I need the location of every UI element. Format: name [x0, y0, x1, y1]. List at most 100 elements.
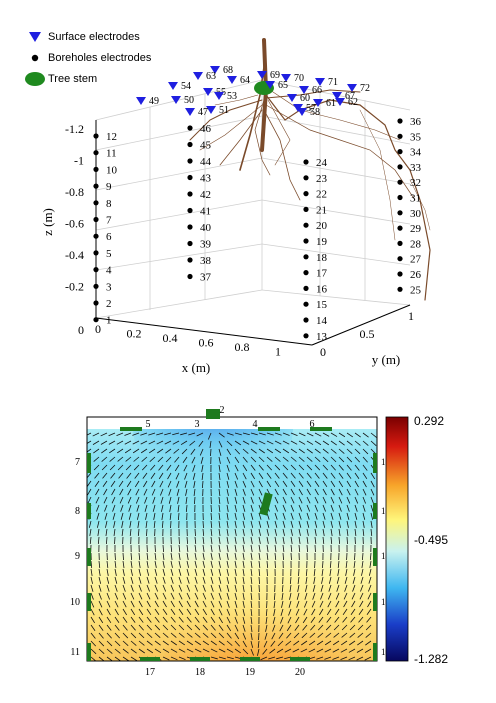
field-vector — [122, 552, 124, 561]
field-vector — [278, 632, 284, 639]
field-vector — [306, 520, 310, 528]
field-vector — [314, 448, 321, 454]
borehole-electrode — [303, 159, 309, 165]
borehole-electrode — [93, 283, 99, 289]
field-vector — [296, 600, 300, 608]
field-vector — [346, 456, 353, 463]
field-vector — [156, 432, 164, 436]
field-vector — [334, 608, 340, 616]
borehole-label: 34 — [410, 147, 422, 159]
field-vector — [293, 640, 300, 646]
borehole-electrode — [93, 216, 99, 223]
field-vector — [353, 568, 356, 576]
field-vector — [226, 496, 229, 504]
field-vector — [370, 512, 374, 520]
field-vector — [194, 576, 198, 584]
field-vector — [157, 448, 164, 454]
field-vector — [370, 480, 375, 488]
field-vector — [301, 640, 308, 646]
field-vector — [106, 608, 111, 616]
field-vector — [98, 568, 101, 576]
field-vector — [346, 472, 352, 479]
surface-label: 51 — [219, 105, 229, 116]
field-vector — [161, 520, 164, 529]
field-vector — [258, 528, 261, 536]
field-vector — [154, 616, 160, 623]
field-vector — [334, 616, 340, 623]
field-vector — [333, 632, 340, 638]
field-vector — [161, 504, 164, 512]
field-vector — [282, 528, 285, 536]
z-tick-label: -0.4 — [65, 248, 84, 262]
field-vector — [122, 576, 126, 584]
field-vector — [330, 432, 338, 437]
field-vector — [250, 528, 253, 536]
field-vector — [140, 432, 148, 436]
field-vector — [194, 608, 200, 616]
field-vector — [314, 512, 318, 520]
field-vector — [338, 456, 345, 463]
field-vector — [90, 592, 94, 600]
field-vector — [194, 568, 198, 576]
field-vector — [138, 616, 144, 623]
field-vector — [108, 440, 116, 445]
field-vector — [322, 480, 328, 488]
field-vector — [178, 544, 181, 552]
field-vector — [234, 568, 237, 576]
field-vector — [190, 448, 196, 455]
field-vector — [289, 592, 292, 600]
field-vector — [114, 616, 120, 623]
field-vector — [362, 528, 365, 536]
field-vector — [218, 472, 221, 480]
borehole-electrode — [93, 133, 99, 139]
field-vector — [218, 480, 221, 488]
field-vector — [348, 648, 356, 653]
field-vector — [322, 472, 328, 479]
field-vector — [133, 456, 140, 462]
borehole-label: 25 — [410, 284, 422, 296]
field-vector — [234, 496, 238, 504]
field-vector — [102, 472, 108, 479]
field-vector — [106, 560, 109, 568]
field-vector — [105, 528, 108, 536]
field-vector — [210, 648, 218, 653]
field-vector — [362, 552, 364, 561]
field-vector — [288, 608, 292, 616]
borehole-label: 36 — [410, 116, 422, 128]
surface-electrode — [313, 99, 323, 107]
field-vector — [354, 440, 361, 446]
field-vector — [210, 576, 214, 584]
field-vector — [266, 520, 270, 528]
surface-electrode — [257, 71, 267, 79]
field-vector — [303, 608, 308, 616]
field-vector — [162, 640, 169, 646]
field-vector — [146, 632, 153, 639]
field-vector — [132, 432, 140, 436]
field-vector — [274, 536, 277, 544]
field-vector — [162, 632, 169, 638]
field-vector — [354, 456, 361, 463]
field-vector — [298, 528, 301, 536]
field-vector — [146, 624, 153, 631]
borehole-label: 28 — [410, 238, 422, 250]
field-vector — [145, 512, 148, 520]
field-vector — [226, 656, 234, 660]
field-vector — [178, 584, 183, 592]
field-vector — [194, 632, 201, 638]
field-vector — [274, 432, 282, 436]
field-vector — [322, 504, 326, 512]
borehole-label: 20 — [316, 220, 328, 232]
field-vector — [226, 608, 231, 616]
borehole-electrode — [303, 301, 309, 307]
borehole-electrode — [187, 207, 193, 214]
borehole-electrode — [93, 250, 99, 256]
field-vector — [368, 568, 372, 576]
borehole-label: 12 — [106, 131, 117, 143]
field-vector — [309, 632, 316, 638]
field-vector — [117, 456, 124, 462]
field-vector — [95, 496, 100, 504]
field-vector — [226, 488, 229, 496]
field-vector — [90, 576, 93, 584]
field-vector — [226, 584, 230, 592]
borehole-electrode — [397, 286, 403, 292]
